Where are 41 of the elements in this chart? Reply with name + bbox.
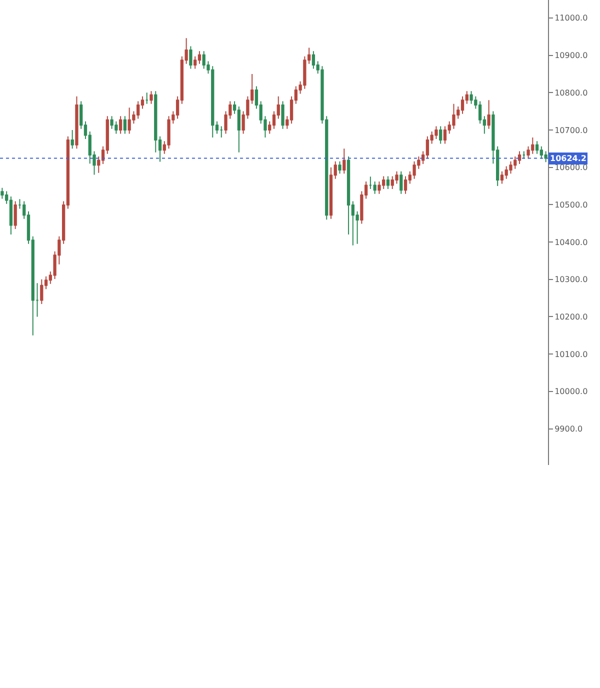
- candlestick: [198, 50, 202, 64]
- candlestick: [312, 50, 316, 70]
- candlestick: [14, 200, 17, 230]
- candlestick: [150, 90, 153, 104]
- candlestick: [342, 148, 346, 174]
- candlestick: [189, 46, 192, 70]
- y-tick-label: 10200.0: [554, 312, 588, 322]
- candlestick: [70, 129, 74, 150]
- candlestick: [281, 100, 284, 130]
- candlestick: [123, 116, 127, 134]
- y-tick-label: 10900.0: [554, 51, 588, 60]
- candlestick: [75, 96, 78, 150]
- y-tick-label: 11000.0: [554, 14, 588, 23]
- ref-line-label: 10624.2: [550, 154, 586, 163]
- candlestick: [443, 126, 447, 144]
- candlestick: [535, 140, 539, 154]
- y-tick-label: 10000.0: [554, 387, 588, 396]
- y-tick-label: 10800.0: [554, 88, 588, 98]
- candlestick: [220, 126, 223, 138]
- candlestick: [118, 116, 122, 134]
- y-tick-label: 10600.0: [554, 163, 588, 172]
- candlestick: [386, 176, 390, 190]
- candlestick: [40, 278, 44, 305]
- y-tick-label: 10100.0: [554, 350, 588, 359]
- y-tick-label: 10300.0: [554, 275, 588, 284]
- candlestick: [470, 90, 473, 104]
- y-tick-label: 10400.0: [554, 238, 588, 247]
- candlestick: [522, 150, 526, 160]
- candlestick: [338, 160, 342, 174]
- y-tick-label: 10700.0: [554, 126, 588, 135]
- candlestick: [145, 92, 148, 104]
- y-tick-label: 10500.0: [554, 200, 588, 210]
- candlestick: [487, 100, 490, 130]
- candlestick: [452, 103, 456, 130]
- candlestick: [439, 126, 442, 144]
- candlestick: [368, 176, 372, 190]
- y-tick-label: 9900.0: [554, 424, 583, 434]
- candlestick: [373, 181, 376, 194]
- candlestick: [404, 176, 408, 194]
- candlestick: [400, 170, 403, 194]
- candlestick: [544, 150, 548, 163]
